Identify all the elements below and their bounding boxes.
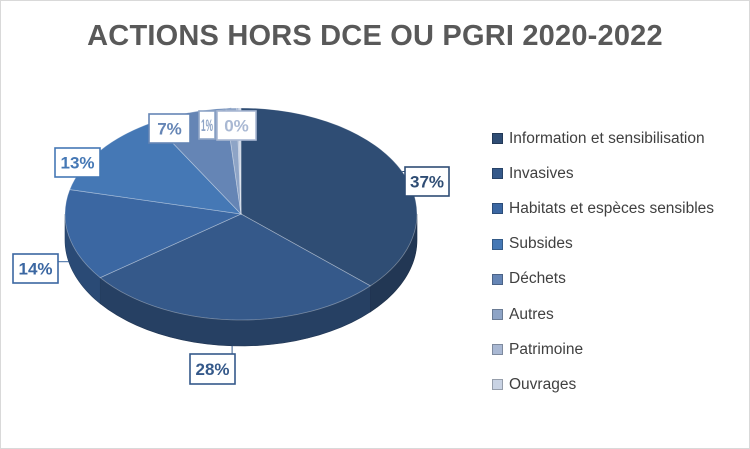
data-label-box-0 xyxy=(404,166,450,197)
legend-swatch xyxy=(492,344,503,356)
pie-slice-2 xyxy=(64,189,243,279)
data-label-box-4 xyxy=(148,113,191,144)
legend-swatch xyxy=(492,203,503,215)
data-label-box-5 xyxy=(198,110,216,140)
legend-item: Subsides xyxy=(492,227,714,262)
data-label-4: 7% xyxy=(157,120,182,139)
legend-swatch xyxy=(492,238,503,250)
legend-item: Information et sensibilisation xyxy=(492,121,714,156)
data-label-6: 0% xyxy=(224,117,249,136)
legend-swatch xyxy=(492,273,503,285)
legend-label: Habitats et espèces sensibles xyxy=(509,199,715,217)
data-label-5: 1% xyxy=(201,116,213,135)
pie-labels: 37% 28% 14% 13% 7% 1% 0% xyxy=(12,107,450,385)
legend-label: Ouvrages xyxy=(509,375,577,393)
legend-label: Information et sensibilisation xyxy=(509,129,705,147)
legend-item: Autres xyxy=(492,297,714,332)
legend-label: Invasives xyxy=(509,164,574,182)
pie-slice-0 xyxy=(240,107,418,287)
legend-label: Déchets xyxy=(509,270,566,288)
legend-item: Habitats et espèces sensibles xyxy=(492,191,714,226)
legend-label: Patrimoine xyxy=(509,340,584,358)
legend-item: Patrimoine xyxy=(492,332,714,367)
legend-swatch xyxy=(492,168,503,180)
legend-item: Ouvrages xyxy=(492,367,714,402)
data-label-1: 28% xyxy=(195,360,229,379)
legend-swatch xyxy=(492,133,503,145)
data-label-box-3 xyxy=(54,147,101,178)
legend: Information et sensibilisation Invasives H… xyxy=(492,121,714,403)
data-label-box-6 xyxy=(216,110,257,141)
data-label-box-1 xyxy=(189,353,236,385)
legend-label: Autres xyxy=(509,305,554,323)
legend-item: Déchets xyxy=(492,262,714,297)
legend-label: Subsides xyxy=(509,235,573,253)
legend-item: Invasives xyxy=(492,156,714,191)
data-label-3: 13% xyxy=(60,154,94,173)
chart-title: ACTIONS HORS DCE OU PGRI 2020-2022 xyxy=(87,20,663,52)
legend-swatch xyxy=(492,309,503,321)
pie-slice-1 xyxy=(99,213,372,321)
data-label-0: 37% xyxy=(410,173,444,192)
data-label-2: 14% xyxy=(18,260,52,279)
legend-swatch xyxy=(492,379,503,391)
data-label-box-2 xyxy=(12,253,59,284)
